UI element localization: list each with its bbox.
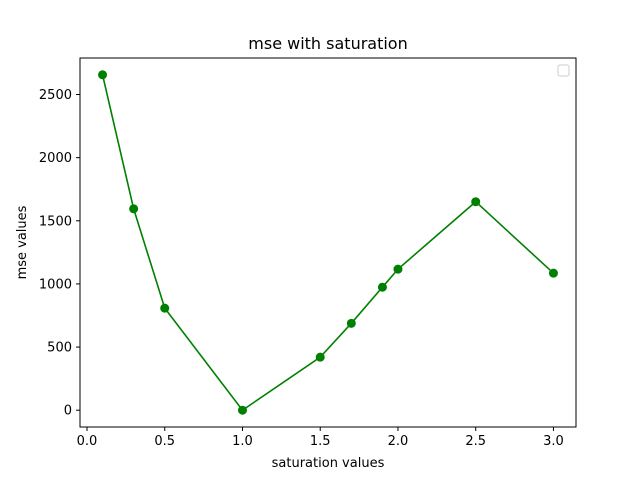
series-group bbox=[98, 70, 558, 415]
data-point bbox=[98, 70, 108, 80]
x-tick-label: 3.0 bbox=[543, 434, 564, 449]
y-tick-label: 2500 bbox=[39, 88, 72, 103]
data-point bbox=[548, 268, 558, 278]
x-tick-label: 2.5 bbox=[465, 434, 486, 449]
data-point bbox=[377, 282, 387, 292]
data-point bbox=[346, 318, 356, 328]
y-tick-label: 0 bbox=[64, 404, 72, 419]
y-tick-label: 500 bbox=[47, 341, 72, 356]
chart-title: mse with saturation bbox=[248, 34, 407, 53]
x-ticks: 0.0 0.5 1.0 1.5 2.0 2.5 3.0 bbox=[77, 427, 564, 449]
y-ticks: 0 500 1000 1500 2000 2500 bbox=[39, 88, 80, 419]
y-tick-label: 1500 bbox=[39, 214, 72, 229]
data-point bbox=[471, 197, 481, 207]
data-point bbox=[160, 303, 170, 313]
plot-area bbox=[80, 58, 576, 427]
x-tick-label: 2.0 bbox=[388, 434, 409, 449]
series-line bbox=[101, 74, 554, 412]
y-tick-label: 2000 bbox=[39, 151, 72, 166]
data-point bbox=[393, 264, 403, 274]
data-point bbox=[315, 352, 325, 362]
x-tick-label: 0.0 bbox=[77, 434, 98, 449]
y-tick-label: 1000 bbox=[39, 277, 72, 292]
data-point bbox=[237, 405, 247, 415]
plot-frame bbox=[79, 57, 577, 428]
legend-box bbox=[557, 64, 570, 77]
data-point bbox=[129, 204, 139, 214]
x-tick-label: 0.5 bbox=[154, 434, 175, 449]
x-tick-label: 1.5 bbox=[310, 434, 331, 449]
y-axis-label: mse values bbox=[15, 205, 30, 279]
x-tick-label: 1.0 bbox=[232, 434, 253, 449]
x-axis-label: saturation values bbox=[272, 456, 385, 471]
